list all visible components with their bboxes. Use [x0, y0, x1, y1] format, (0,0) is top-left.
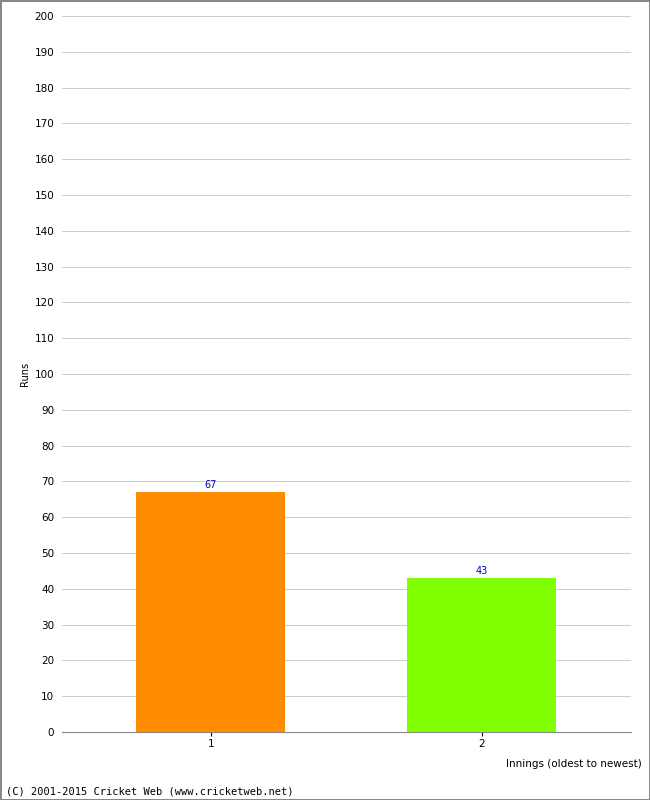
X-axis label: Innings (oldest to newest): Innings (oldest to newest) — [506, 759, 642, 770]
Bar — [136, 492, 285, 732]
Text: 67: 67 — [205, 480, 217, 490]
Y-axis label: Runs: Runs — [20, 362, 30, 386]
Text: 43: 43 — [475, 566, 488, 576]
Bar — [407, 578, 556, 732]
Text: (C) 2001-2015 Cricket Web (www.cricketweb.net): (C) 2001-2015 Cricket Web (www.cricketwe… — [6, 786, 294, 796]
